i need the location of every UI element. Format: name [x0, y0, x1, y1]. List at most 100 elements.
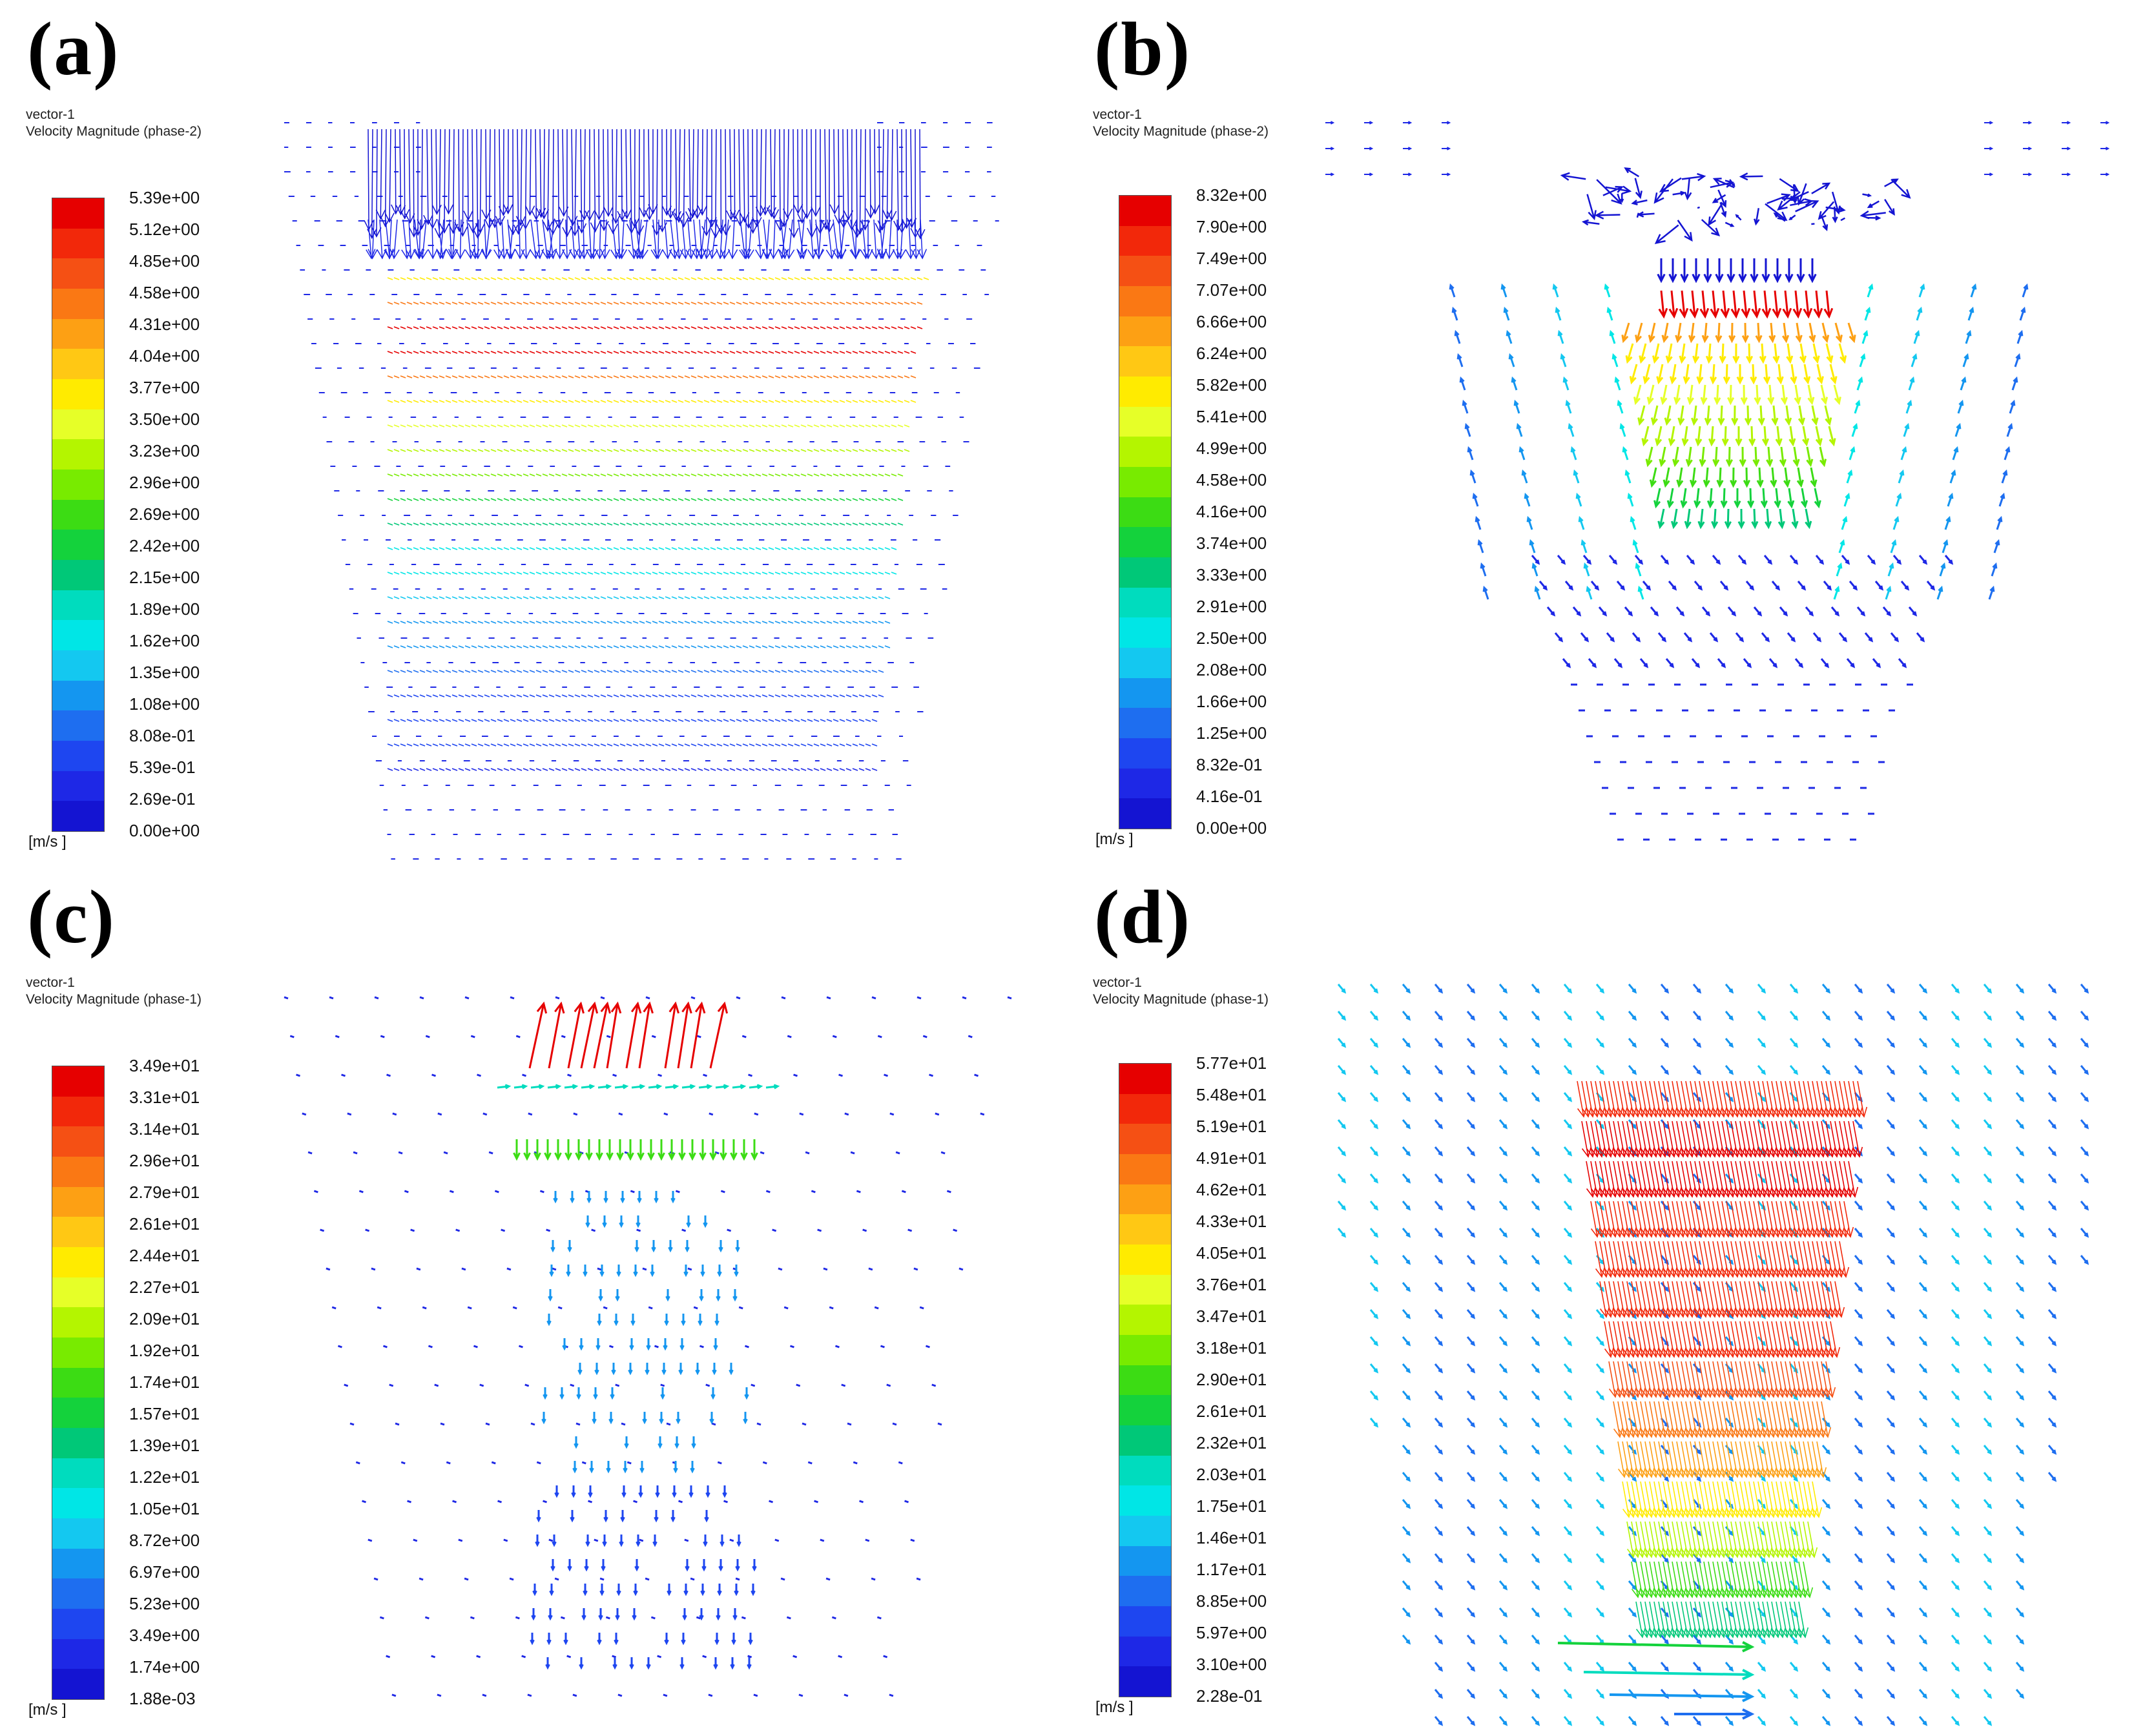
- velocity-vector: [535, 572, 542, 575]
- velocity-vector-head: [1845, 492, 1850, 499]
- velocity-vector-head: [1828, 438, 1836, 447]
- velocity-vector: [464, 996, 470, 1000]
- velocity-vector: [419, 424, 426, 428]
- velocity-vector: [562, 129, 565, 216]
- velocity-vector: [1840, 217, 1846, 222]
- velocity-vector: [635, 219, 641, 259]
- velocity-vector: [510, 522, 516, 526]
- velocity-vector-head: [1568, 422, 1573, 429]
- velocity-vector: [1639, 212, 1655, 216]
- velocity-vector: [555, 645, 561, 648]
- colorbar-tick-label: 1.66e+00: [1196, 692, 1267, 711]
- velocity-vector: [439, 498, 445, 501]
- velocity-vector: [289, 1035, 295, 1038]
- velocity-vector: [813, 572, 820, 575]
- legend-title: Velocity Magnitude (phase-1): [1093, 992, 1269, 1007]
- velocity-vector-head: [599, 1590, 605, 1596]
- velocity-vector: [523, 743, 529, 747]
- velocity-vector: [387, 670, 393, 673]
- velocity-vector-head: [562, 227, 572, 238]
- velocity-vector-head: [1680, 500, 1688, 509]
- velocity-vector: [652, 596, 658, 599]
- velocity-vector: [1748, 343, 1751, 362]
- velocity-vector: [742, 768, 749, 771]
- velocity-vector: [1771, 467, 1776, 486]
- velocity-vector: [800, 498, 807, 501]
- velocity-vector-head: [811, 206, 821, 217]
- velocity-vector: [768, 522, 774, 526]
- velocity-vector: [1838, 343, 1846, 362]
- velocity-vector: [716, 547, 723, 550]
- velocity-vector: [1667, 343, 1673, 362]
- velocity-vector: [523, 424, 529, 428]
- velocity-vector: [761, 670, 768, 673]
- velocity-vector: [868, 1267, 873, 1271]
- panel-a: (a) vector-1 Velocity Magnitude (phase-2…: [0, 0, 1067, 868]
- velocity-vector: [1562, 174, 1586, 180]
- legend-title: Velocity Magnitude (phase-2): [26, 124, 202, 139]
- velocity-vector: [729, 768, 736, 771]
- velocity-vector: [555, 547, 561, 550]
- velocity-vector: [439, 670, 445, 673]
- velocity-vector: [385, 219, 390, 259]
- velocity-vector: [477, 498, 484, 501]
- velocity-vector: [774, 1538, 780, 1542]
- colorbar-tick-label: 4.31e+00: [129, 315, 200, 334]
- velocity-vector: [516, 498, 523, 501]
- velocity-vector: [632, 375, 639, 378]
- velocity-vector: [594, 522, 600, 526]
- velocity-vector: [490, 572, 497, 575]
- velocity-vector-head: [1796, 273, 1805, 284]
- velocity-vector: [542, 645, 548, 648]
- velocity-vector-head: [661, 205, 672, 216]
- velocity-vector: [710, 326, 716, 329]
- velocity-vector: [548, 694, 555, 698]
- velocity-vector: [1639, 405, 1646, 424]
- velocity-vector: [749, 596, 755, 599]
- velocity-vector: [497, 670, 503, 673]
- velocity-vector: [502, 129, 504, 216]
- velocity-vector-head: [1459, 376, 1465, 383]
- velocity-vector: [581, 1461, 586, 1465]
- velocity-vector: [512, 1306, 517, 1310]
- velocity-vector: [419, 326, 426, 329]
- velocity-vector: [764, 129, 767, 215]
- velocity-vector: [413, 498, 419, 501]
- velocity-vector: [445, 400, 451, 403]
- velocity-vector-head: [1907, 399, 1912, 406]
- colorbar-tick-label: 3.23e+00: [129, 441, 200, 460]
- velocity-vector: [619, 375, 626, 378]
- velocity-vector: [574, 449, 581, 452]
- velocity-vector: [749, 449, 755, 452]
- velocity-vector: [435, 129, 438, 214]
- colorbar-tick-label: 1.05e+01: [129, 1499, 200, 1518]
- velocity-vector: [527, 1693, 532, 1697]
- velocity-vector: [800, 768, 807, 771]
- velocity-vector: [781, 670, 787, 673]
- velocity-vector-head: [1787, 500, 1795, 509]
- velocity-vector: [658, 522, 665, 526]
- velocity-vector: [1646, 446, 1653, 466]
- velocity-vector: [751, 1383, 756, 1387]
- velocity-vector: [432, 498, 439, 501]
- velocity-vector: [1811, 182, 1830, 194]
- velocity-vector-head: [1842, 637, 1848, 643]
- velocity-vector: [458, 1538, 463, 1542]
- velocity-vector: [561, 302, 568, 305]
- velocity-vector: [1697, 206, 1700, 209]
- velocity-vector-head: [597, 1639, 602, 1646]
- velocity-vector: [387, 302, 393, 305]
- colorbar-segment: [52, 1458, 104, 1489]
- velocity-vector: [648, 129, 650, 220]
- velocity-vector: [807, 1461, 813, 1465]
- velocity-vector: [581, 326, 587, 329]
- velocity-vector: [1642, 426, 1650, 445]
- velocity-vector-head: [679, 217, 689, 228]
- velocity-vector-head: [600, 249, 610, 260]
- velocity-vector: [600, 596, 606, 599]
- velocity-vector: [413, 645, 419, 648]
- velocity-vector-head: [2002, 469, 2008, 476]
- velocity-vector: [716, 572, 723, 575]
- velocity-vector: [1741, 175, 1763, 178]
- velocity-vector: [807, 424, 813, 428]
